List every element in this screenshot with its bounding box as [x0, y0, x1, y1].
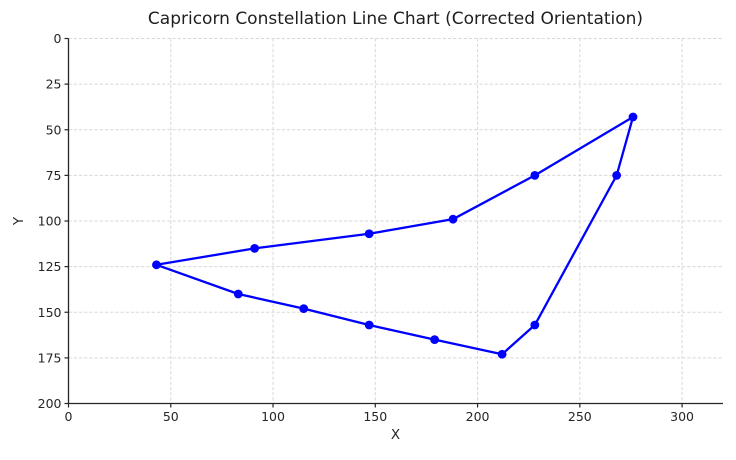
y-axis-label: Y — [11, 216, 27, 226]
x-tick-label: 200 — [466, 409, 490, 424]
chart-title: Capricorn Constellation Line Chart (Corr… — [147, 9, 644, 29]
x-tick-label: 50 — [163, 409, 179, 424]
data-point — [233, 289, 243, 299]
data-point — [364, 320, 374, 330]
x-tick-label: 150 — [363, 409, 387, 424]
data-point — [612, 170, 622, 180]
data-point — [497, 349, 507, 359]
data-point — [364, 229, 374, 239]
x-tick-label: 250 — [568, 409, 592, 424]
data-point — [448, 214, 458, 224]
y-tick-label: 0 — [54, 31, 62, 46]
x-tick-label: 300 — [670, 409, 694, 424]
data-point — [530, 170, 540, 180]
y-tick-label: 75 — [46, 168, 62, 183]
y-tick-label: 100 — [38, 214, 62, 229]
data-point — [250, 243, 260, 253]
data-point — [530, 320, 540, 330]
y-tick-label: 175 — [38, 350, 62, 365]
y-tick-label: 25 — [46, 77, 62, 92]
data-point — [628, 112, 638, 122]
data-point — [152, 260, 161, 270]
x-axis-label: X — [390, 427, 401, 443]
x-tick-label: 0 — [65, 409, 73, 424]
data-point — [430, 335, 440, 345]
y-tick-label: 125 — [38, 259, 62, 274]
data-line — [155, 115, 635, 356]
data-point — [299, 304, 309, 313]
y-tick-label: 50 — [46, 122, 62, 137]
y-tick-label: 150 — [38, 305, 62, 320]
y-tick-label: 200 — [38, 396, 62, 411]
x-tick-label: 100 — [261, 409, 285, 424]
